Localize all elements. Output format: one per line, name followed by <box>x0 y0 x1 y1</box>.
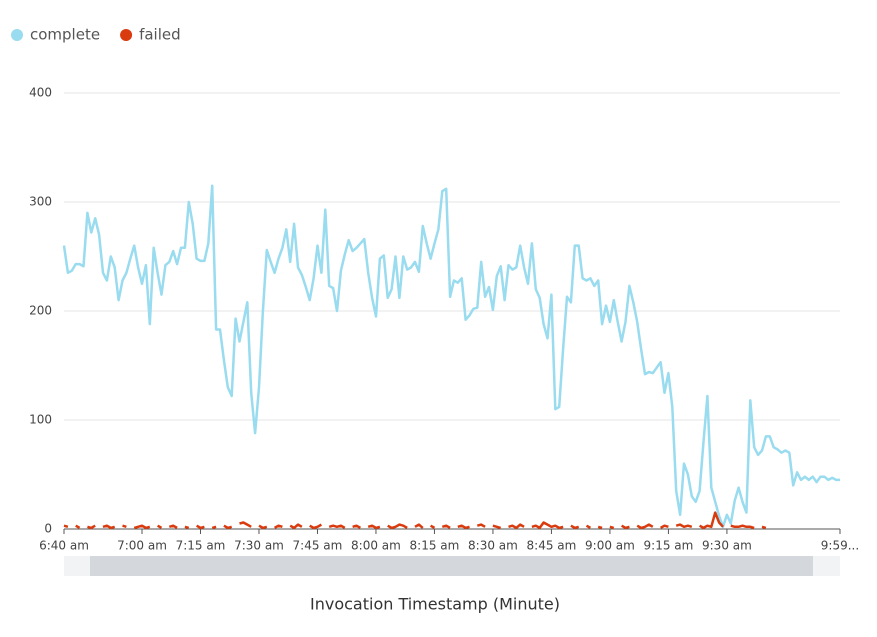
x-tick-label: 7:15 am <box>176 539 226 553</box>
y-tick-label: 100 <box>29 413 52 427</box>
scrollbar-thumb[interactable] <box>90 556 813 576</box>
x-tick-label: 8:15 am <box>410 539 460 553</box>
y-tick-label: 300 <box>29 195 52 209</box>
x-axis-title: Invocation Timestamp (Minute) <box>310 595 560 614</box>
y-tick-label: 0 <box>44 522 52 536</box>
legend-label: failed <box>139 26 181 44</box>
x-tick-label: 9:15 am <box>644 539 694 553</box>
y-tick-label: 200 <box>29 304 52 318</box>
series-line <box>62 184 840 529</box>
x-tick-label: 9:00 am <box>585 539 635 553</box>
y-tick-label: 400 <box>29 86 52 100</box>
legend-marker <box>11 29 23 41</box>
x-tick-label: 9:30 am <box>702 539 752 553</box>
x-tick-label: 8:30 am <box>468 539 518 553</box>
x-tick-label: 6:40 am <box>39 539 89 553</box>
x-tick-label: 8:00 am <box>351 539 401 553</box>
x-tick-label: 7:00 am <box>117 539 167 553</box>
legend-label: complete <box>30 26 100 44</box>
x-tick-label: 8:45 am <box>527 539 577 553</box>
legend-marker <box>120 29 133 41</box>
series-line <box>64 513 809 528</box>
x-tick-label: 7:45 am <box>293 539 343 553</box>
x-tick-label: 9:59... <box>821 539 859 553</box>
x-tick-label: 7:30 am <box>234 539 284 553</box>
